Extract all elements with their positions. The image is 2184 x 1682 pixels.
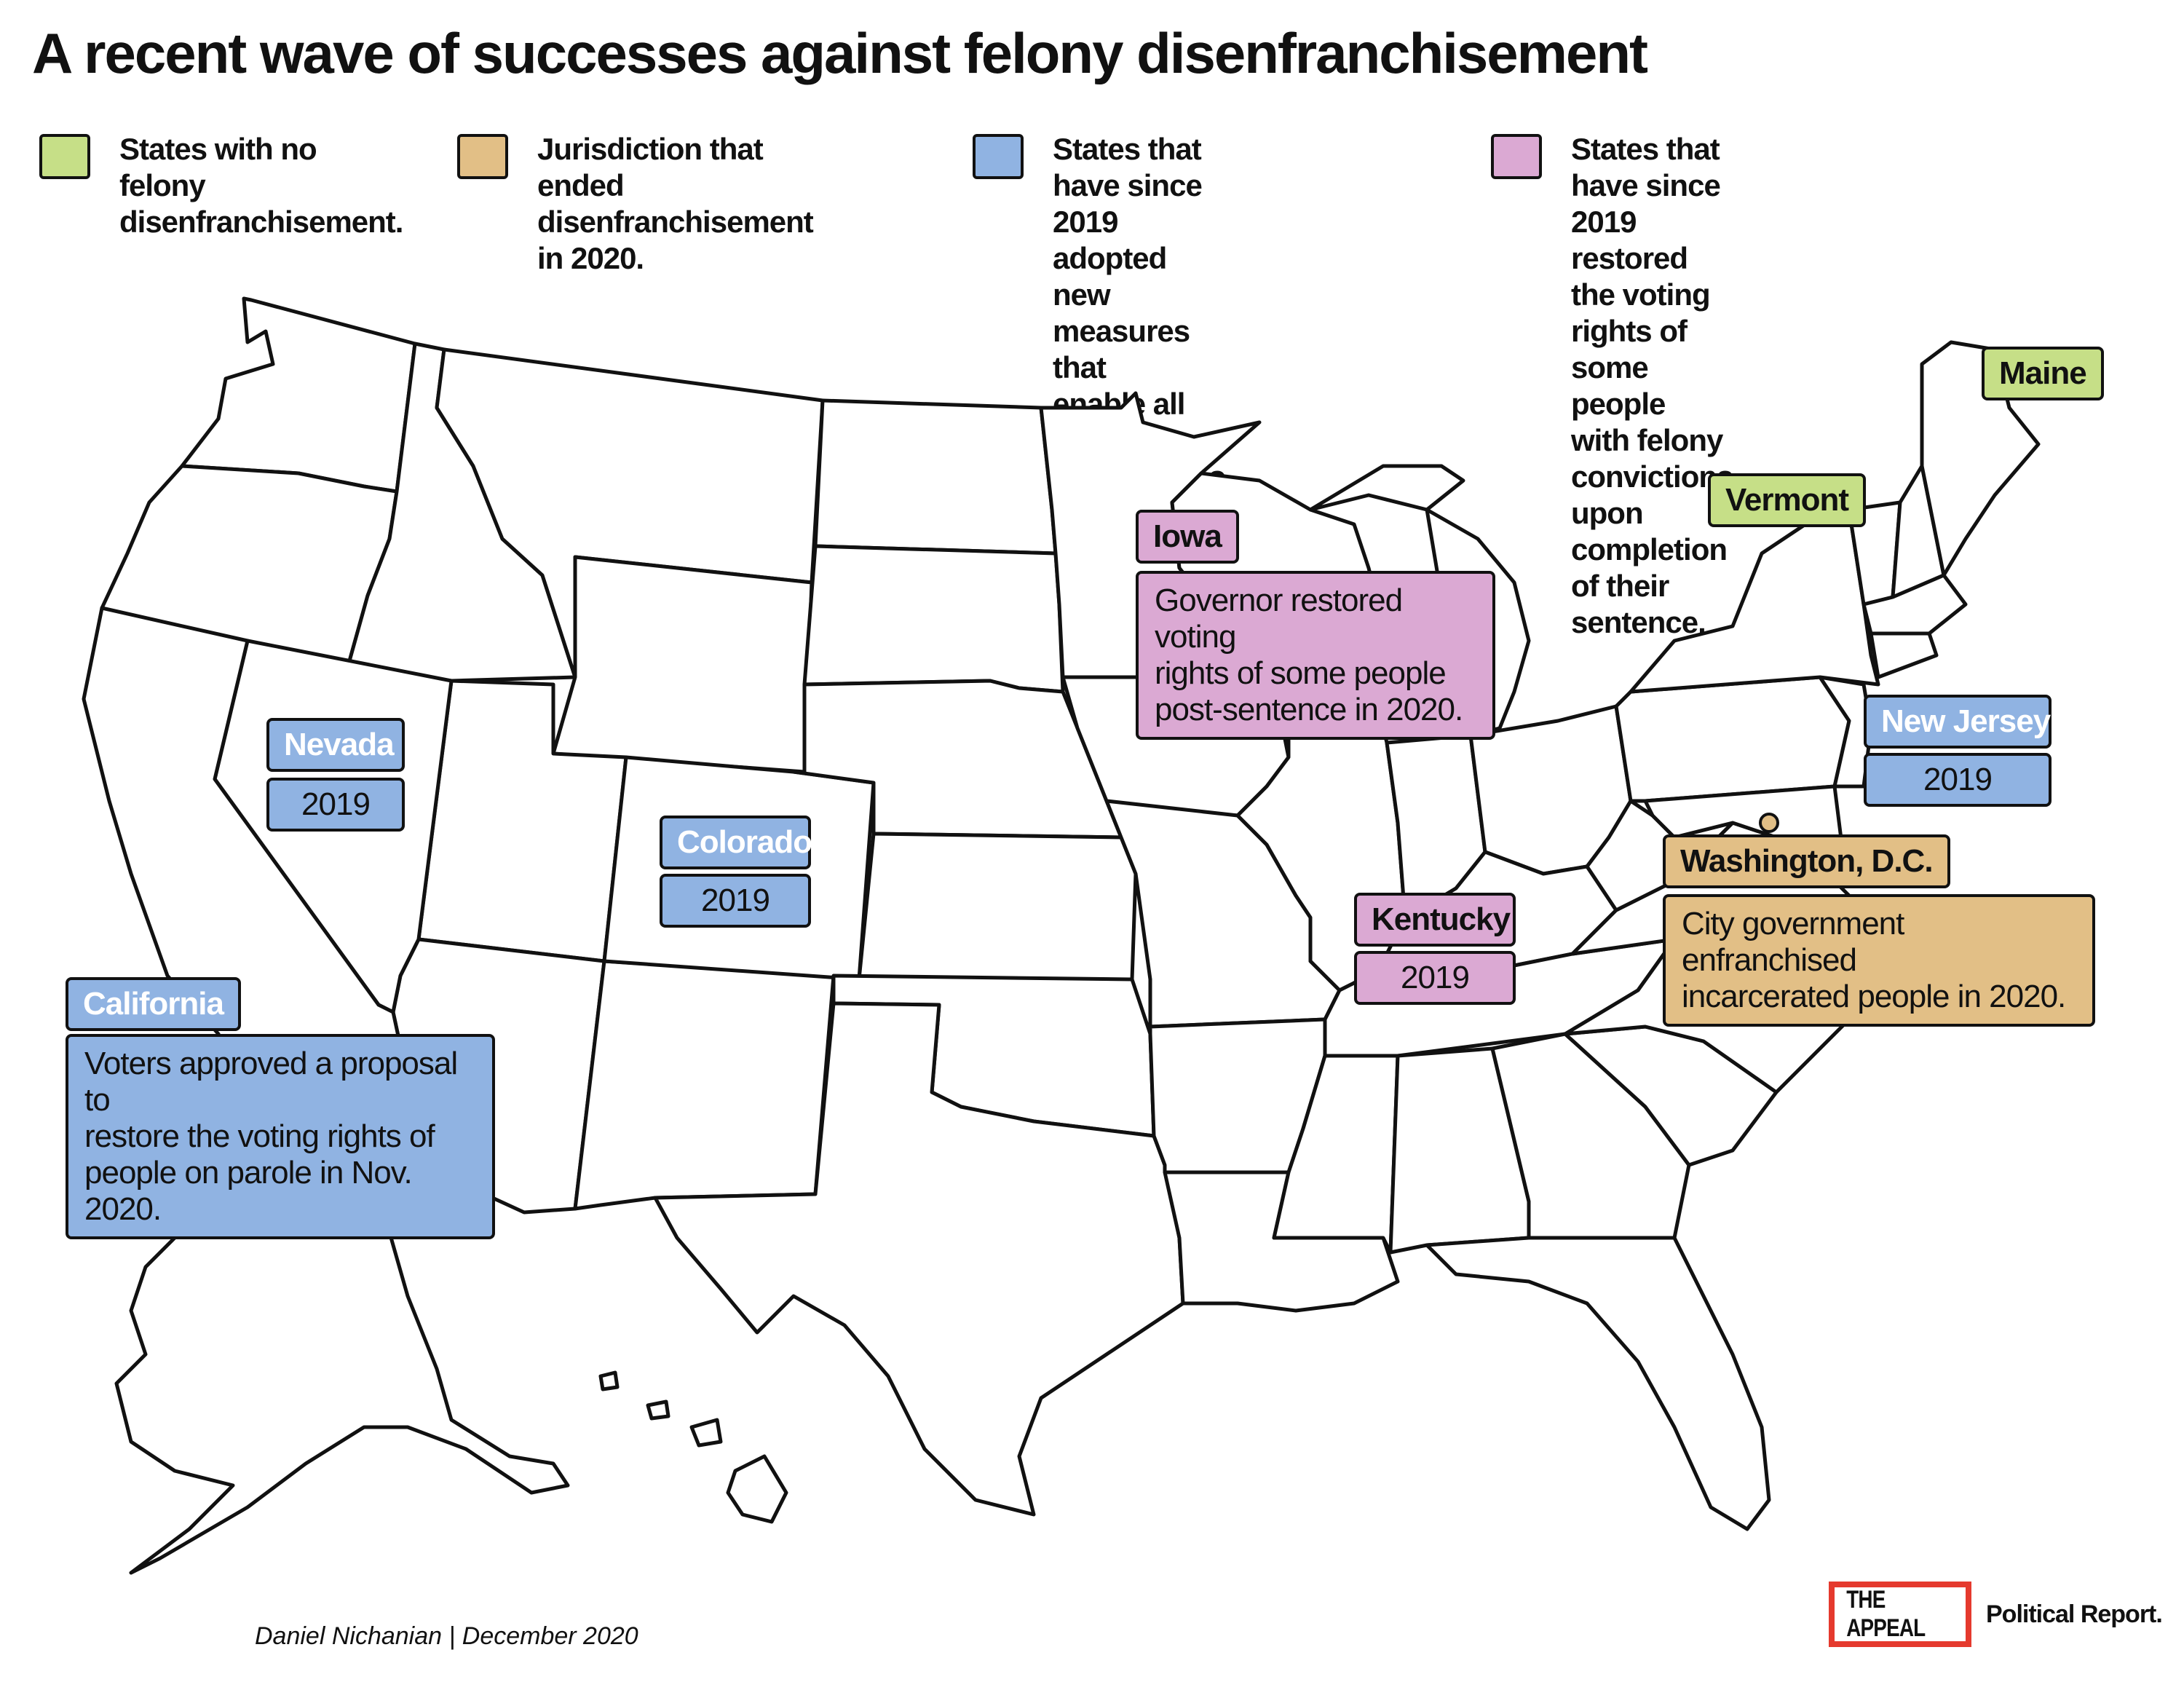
state-hawaii-big-island (726, 1454, 788, 1524)
legend-text-restored-post-sentence: States that have since 2019 restored the… (1571, 132, 1733, 639)
state-hawaii-oahu (646, 1399, 670, 1421)
state-wyoming (551, 555, 814, 774)
legend-swatch-pink (1491, 134, 1542, 179)
year-kentucky: 2019 (1354, 951, 1516, 1005)
legend-text-ended-2020: Jurisdiction that ended disenfranchiseme… (537, 132, 814, 275)
state-washington (180, 296, 417, 494)
label-iowa: Iowa (1136, 510, 1239, 564)
state-hawaii-maui (689, 1418, 723, 1448)
state-alaska (114, 1177, 570, 1575)
credit-line: Daniel Nichanian | December 2020 (255, 1622, 638, 1650)
state-pennsylvania (1614, 675, 1851, 803)
the-appeal-logo: THE APPEAL (1829, 1582, 1971, 1647)
label-nevada: Nevada (266, 718, 405, 772)
state-connecticut (1869, 631, 1939, 679)
state-south-dakota (802, 544, 1065, 694)
state-new-york (1629, 508, 1880, 694)
state-florida (1425, 1236, 1771, 1531)
legend-swatch-tan (457, 134, 508, 179)
note-washington-dc: City government enfranchised incarcerate… (1663, 894, 2095, 1027)
label-kentucky: Kentucky (1354, 893, 1516, 947)
logo-tagline: Political Report. (1986, 1600, 2163, 1628)
dc-marker (1759, 813, 1779, 833)
state-kansas (857, 832, 1138, 982)
state-maine (1920, 340, 2041, 577)
label-vermont: Vermont (1708, 473, 1867, 527)
label-new-jersey: New Jersey (1864, 695, 2052, 749)
map-title: A recent wave of successes against felon… (32, 21, 1648, 85)
legend-swatch-blue (973, 134, 1024, 179)
legend-swatch-green (39, 134, 90, 179)
state-north-dakota (813, 398, 1058, 556)
year-colorado: 2019 (660, 874, 811, 928)
label-colorado: Colorado (660, 816, 812, 869)
year-nevada: 2019 (266, 778, 405, 832)
label-maine: Maine (1982, 347, 2104, 400)
note-iowa: Governor restored voting rights of some … (1136, 571, 1495, 740)
state-new-mexico (573, 959, 836, 1211)
note-california: Voters approved a proposal to restore th… (66, 1034, 495, 1239)
label-california: California (66, 977, 241, 1031)
year-new-jersey: 2019 (1864, 753, 2052, 807)
legend-text-no-disenfranchisement: States with no felony disenfranchisement… (119, 132, 403, 239)
logo-mark: THE APPEAL (1846, 1586, 1926, 1642)
state-texas (653, 1001, 1185, 1517)
state-hawaii-kauai (598, 1370, 620, 1391)
label-washington-dc: Washington, D.C. (1663, 834, 1950, 888)
